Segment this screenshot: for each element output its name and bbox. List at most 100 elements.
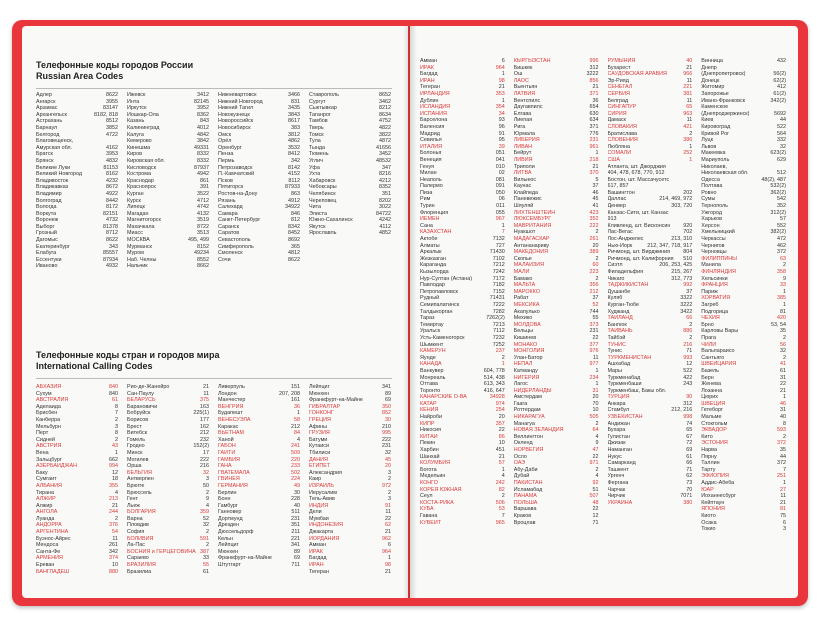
city-row: Ханой 4 — [218, 437, 300, 444]
country-row: АЛЖИР 213 — [36, 496, 118, 503]
city-row: Братск 3953 — [36, 151, 118, 158]
country-row: ГОНКОНГ 852 — [309, 410, 391, 417]
dial-code: 8692 — [288, 237, 300, 244]
place-name: Будапешт — [218, 410, 243, 417]
dial-code: 564 — [777, 130, 786, 137]
dial-code: 89 — [385, 390, 391, 397]
place-name: Кутаиси — [309, 443, 329, 450]
dial-code: 4822 — [379, 124, 391, 131]
city-row: Рим 06 — [420, 196, 505, 203]
country-row: ЛИХТЕНШТЕЙН 423 — [514, 210, 599, 217]
dial-code: 37 — [592, 295, 599, 302]
place-name: Хабаровск — [309, 177, 336, 184]
city-row: Чебоксары 8352 — [309, 184, 391, 191]
dial-code: 050 — [495, 189, 505, 196]
country-row: ТУРЦИЯ 90 — [608, 394, 693, 401]
dial-code: 391 — [200, 184, 209, 191]
country-row: АНГОЛА 244 — [36, 509, 118, 516]
city-row: Новороссийск 8617 — [218, 118, 300, 125]
city-row: Томск 3822 — [309, 132, 391, 139]
place-name: АЛБАНИЯ — [36, 482, 62, 489]
city-row: Нижневартовск 3466 — [218, 92, 300, 99]
city-row: Ангарск 3955 — [36, 99, 118, 106]
country-row: ЛАОС 856 — [514, 78, 599, 85]
place-name: Тирана — [36, 489, 55, 496]
dial-code: 371 — [589, 123, 599, 130]
dial-code: 62 — [686, 473, 693, 480]
place-name: Лейпциг — [309, 384, 330, 390]
city-row: Багдад 1 — [420, 71, 505, 78]
place-name: Нур-Султан (Астана) — [420, 275, 473, 282]
place-name: МОЛДОВА — [513, 321, 541, 328]
place-name: Пловдив — [127, 522, 149, 529]
dial-code: 21 — [498, 453, 505, 460]
dial-code: 231 — [589, 328, 599, 335]
country-row: БОЛИВИЯ 591 — [127, 536, 209, 543]
place-name: Барановичи — [127, 403, 158, 410]
place-name: Стокгольм — [701, 420, 728, 427]
place-name: Калининград — [127, 124, 160, 131]
dial-code: 8352 — [379, 184, 391, 191]
dial-code: 34928 — [489, 394, 505, 401]
dial-code: 381 — [683, 90, 693, 97]
dial-code: 509 — [291, 449, 300, 456]
dial-code: 506 — [495, 499, 505, 506]
place-name: Батуми — [309, 436, 328, 443]
place-name: КИПР — [420, 420, 435, 427]
place-name: Черновцы — [701, 249, 727, 256]
dial-code: 21 — [498, 84, 505, 91]
dial-code: 228 — [291, 496, 300, 503]
city-row: Тайбэй 2 — [608, 335, 693, 342]
dial-code: 6 — [501, 58, 505, 64]
dial-code: 1 — [501, 466, 505, 473]
country-row: КОНГО 242 — [420, 480, 505, 487]
dial-code: 702 — [683, 229, 693, 236]
place-name: Ванкувер — [420, 367, 444, 374]
city-row: Херсон 552 — [701, 223, 786, 230]
city-row: Ричмонд, шт. Калифорния 510 — [608, 256, 693, 263]
place-name: Бамако — [513, 275, 533, 282]
place-name: Лейпциг — [218, 542, 239, 549]
dial-code: 8 — [115, 430, 118, 437]
city-row: Чарчак 70 — [608, 487, 693, 494]
dial-code: 964 — [382, 548, 391, 555]
place-name: Белград — [607, 97, 629, 104]
russia-codes-table: Адлер 8622 Ангарск 3955 Арзамас 83147 Архангел… — [36, 92, 392, 270]
dial-code: 21 — [592, 163, 599, 170]
city-row: Токио 3 — [701, 526, 786, 533]
city-row: Севилья 95 — [420, 137, 505, 144]
city-row: Антананариву 20 — [514, 243, 599, 250]
city-row: Гомель 232 — [127, 437, 209, 444]
city-row: Калининград 4012 — [127, 125, 209, 132]
city-row: Туркменбаш, Бакы обл. — [608, 388, 693, 395]
dial-code: 232 — [200, 436, 209, 443]
place-name: Яунде — [420, 354, 436, 361]
place-name: Багдад — [420, 71, 438, 78]
place-name: Токио — [701, 526, 716, 533]
city-row: Канберра 2 — [36, 417, 118, 424]
place-name: Тернополь — [701, 203, 728, 210]
city-row: Афины 210 — [309, 424, 391, 431]
dial-code: 81378 — [103, 223, 118, 230]
place-name: Санкт-Петербург — [218, 217, 261, 224]
dial-code: 53 — [498, 506, 505, 513]
country-row: БЕЛЬГИЯ 32 — [127, 470, 209, 477]
dial-code: 87937 — [194, 164, 209, 171]
city-row: Загреб 1 — [701, 302, 786, 309]
dial-code: 41656 — [376, 144, 391, 151]
place-name: Скопье — [513, 255, 532, 262]
dial-code: 215, 267 — [671, 269, 693, 275]
place-name: Ровно — [701, 189, 717, 196]
dial-code: 967 — [495, 216, 505, 223]
dial-code: 8412 — [288, 151, 300, 158]
city-row: Витебск 212 — [127, 430, 209, 437]
place-name: Шяуляй — [513, 203, 534, 210]
city-row: Киев 44 — [701, 117, 786, 124]
place-name: Гулистан — [607, 433, 630, 440]
place-name: Милан — [420, 170, 437, 177]
city-row: Орёл 4862 — [218, 138, 300, 145]
city-row: Яунде 2 — [420, 355, 505, 362]
dial-code: 21 — [780, 499, 786, 506]
place-name: МАЛЬТА — [513, 282, 536, 289]
place-name: Афины — [309, 423, 327, 430]
